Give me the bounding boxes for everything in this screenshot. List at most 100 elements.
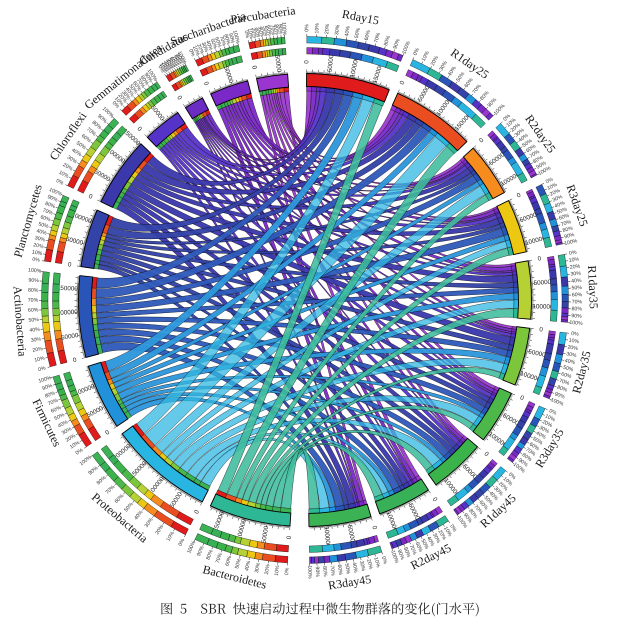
svg-text:90%: 90%	[277, 24, 284, 35]
svg-text:80%: 80%	[172, 54, 182, 66]
svg-text:40%: 40%	[571, 278, 582, 285]
svg-text:50%: 50%	[209, 38, 218, 50]
svg-text:0: 0	[519, 394, 526, 402]
svg-text:30%: 30%	[120, 89, 132, 101]
svg-text:100%: 100%	[280, 22, 287, 36]
svg-text:10%: 10%	[113, 96, 125, 108]
svg-text:40%: 40%	[29, 327, 40, 334]
svg-text:30%: 30%	[570, 271, 581, 278]
svg-text:20%: 20%	[264, 564, 271, 576]
svg-text:50000: 50000	[261, 525, 271, 544]
svg-text:10%: 10%	[158, 62, 169, 74]
svg-text:50000: 50000	[327, 54, 336, 73]
svg-text:10%: 10%	[58, 170, 70, 180]
svg-text:40%: 40%	[124, 86, 136, 98]
svg-text:30%: 30%	[566, 351, 578, 359]
svg-text:80%: 80%	[467, 508, 478, 520]
svg-text:20%: 20%	[541, 419, 553, 429]
svg-text:0%: 0%	[111, 100, 121, 110]
svg-text:40%: 40%	[425, 535, 435, 547]
svg-text:0%: 0%	[32, 257, 41, 264]
svg-text:10%: 10%	[34, 356, 46, 364]
svg-text:70%: 70%	[218, 35, 227, 47]
svg-text:30%: 30%	[162, 59, 173, 71]
svg-text:30%: 30%	[66, 155, 78, 166]
svg-text:50%: 50%	[571, 285, 582, 291]
svg-text:70%: 70%	[471, 83, 482, 95]
svg-text:100%: 100%	[389, 550, 399, 565]
svg-text:80%: 80%	[556, 385, 568, 394]
svg-text:0: 0	[370, 525, 378, 531]
svg-text:70%: 70%	[47, 398, 59, 408]
svg-text:30%: 30%	[144, 517, 155, 529]
svg-text:40%: 40%	[535, 430, 547, 441]
svg-text:40%: 40%	[70, 147, 82, 158]
svg-text:20%: 20%	[250, 27, 258, 39]
svg-text:10%: 10%	[246, 28, 254, 40]
svg-text:70%: 70%	[572, 299, 583, 305]
svg-text:80%: 80%	[402, 546, 412, 558]
svg-text:0: 0	[483, 451, 491, 459]
svg-text:60%: 60%	[558, 213, 570, 222]
svg-text:20%: 20%	[160, 61, 171, 73]
svg-text:0: 0	[399, 79, 407, 86]
svg-text:0: 0	[539, 326, 544, 333]
svg-text:40%: 40%	[164, 58, 175, 70]
svg-text:20%: 20%	[155, 524, 166, 536]
svg-text:100%: 100%	[38, 375, 53, 385]
svg-text:70%: 70%	[85, 126, 97, 137]
svg-text:90%: 90%	[42, 383, 54, 392]
svg-text:90%: 90%	[227, 32, 236, 44]
svg-text:30%: 30%	[438, 60, 449, 72]
svg-text:80%: 80%	[479, 90, 491, 102]
svg-text:20%: 20%	[497, 481, 509, 493]
svg-text:10%: 10%	[506, 117, 518, 129]
svg-text:0: 0	[250, 65, 258, 70]
svg-text:80%: 80%	[521, 452, 533, 463]
svg-text:50%: 50%	[28, 317, 39, 324]
svg-text:70%: 70%	[28, 298, 39, 304]
svg-text:0: 0	[67, 261, 72, 269]
svg-text:20%: 20%	[570, 264, 581, 271]
svg-text:40%: 40%	[564, 358, 576, 366]
svg-text:70%: 70%	[524, 447, 536, 458]
svg-text:30%: 30%	[492, 486, 504, 498]
svg-text:90%: 90%	[554, 391, 566, 400]
svg-text:80%: 80%	[28, 288, 39, 294]
svg-text:10%: 10%	[421, 50, 431, 62]
svg-text:0%: 0%	[380, 556, 388, 565]
svg-text:50%: 50%	[419, 538, 429, 550]
svg-text:0%: 0%	[187, 48, 196, 58]
svg-text:10%: 10%	[314, 23, 320, 34]
svg-text:30%: 30%	[538, 425, 550, 435]
svg-text:70%: 70%	[560, 219, 572, 228]
svg-text:60%: 60%	[265, 25, 272, 36]
svg-text:R3day45: R3day45	[327, 572, 372, 593]
svg-text:20%: 20%	[510, 122, 522, 133]
svg-text:0: 0	[136, 126, 144, 134]
svg-text:90%: 90%	[571, 313, 582, 320]
svg-text:30%: 30%	[431, 532, 441, 544]
svg-text:0%: 0%	[284, 567, 291, 575]
svg-text:0: 0	[175, 95, 183, 102]
svg-text:150000: 150000	[57, 285, 79, 293]
svg-text:50%: 50%	[354, 27, 362, 39]
svg-text:90%: 90%	[396, 549, 405, 561]
svg-text:0%: 0%	[243, 30, 251, 39]
svg-text:90%: 90%	[28, 278, 39, 285]
svg-text:50%: 50%	[75, 140, 87, 151]
svg-text:0%: 0%	[569, 250, 578, 257]
svg-text:30%: 30%	[200, 41, 210, 53]
svg-text:100000: 100000	[322, 526, 331, 548]
svg-text:20%: 20%	[567, 344, 579, 352]
svg-text:90%: 90%	[462, 512, 473, 524]
svg-text:20%: 20%	[365, 559, 373, 571]
svg-text:10%: 10%	[502, 476, 514, 488]
svg-text:0%: 0%	[75, 447, 85, 456]
svg-text:50000: 50000	[61, 332, 80, 342]
svg-text:40%: 40%	[244, 560, 252, 572]
svg-text:0%: 0%	[412, 47, 421, 57]
svg-text:60%: 60%	[50, 405, 62, 415]
svg-text:100%: 100%	[186, 540, 197, 555]
svg-text:90%: 90%	[47, 194, 59, 204]
